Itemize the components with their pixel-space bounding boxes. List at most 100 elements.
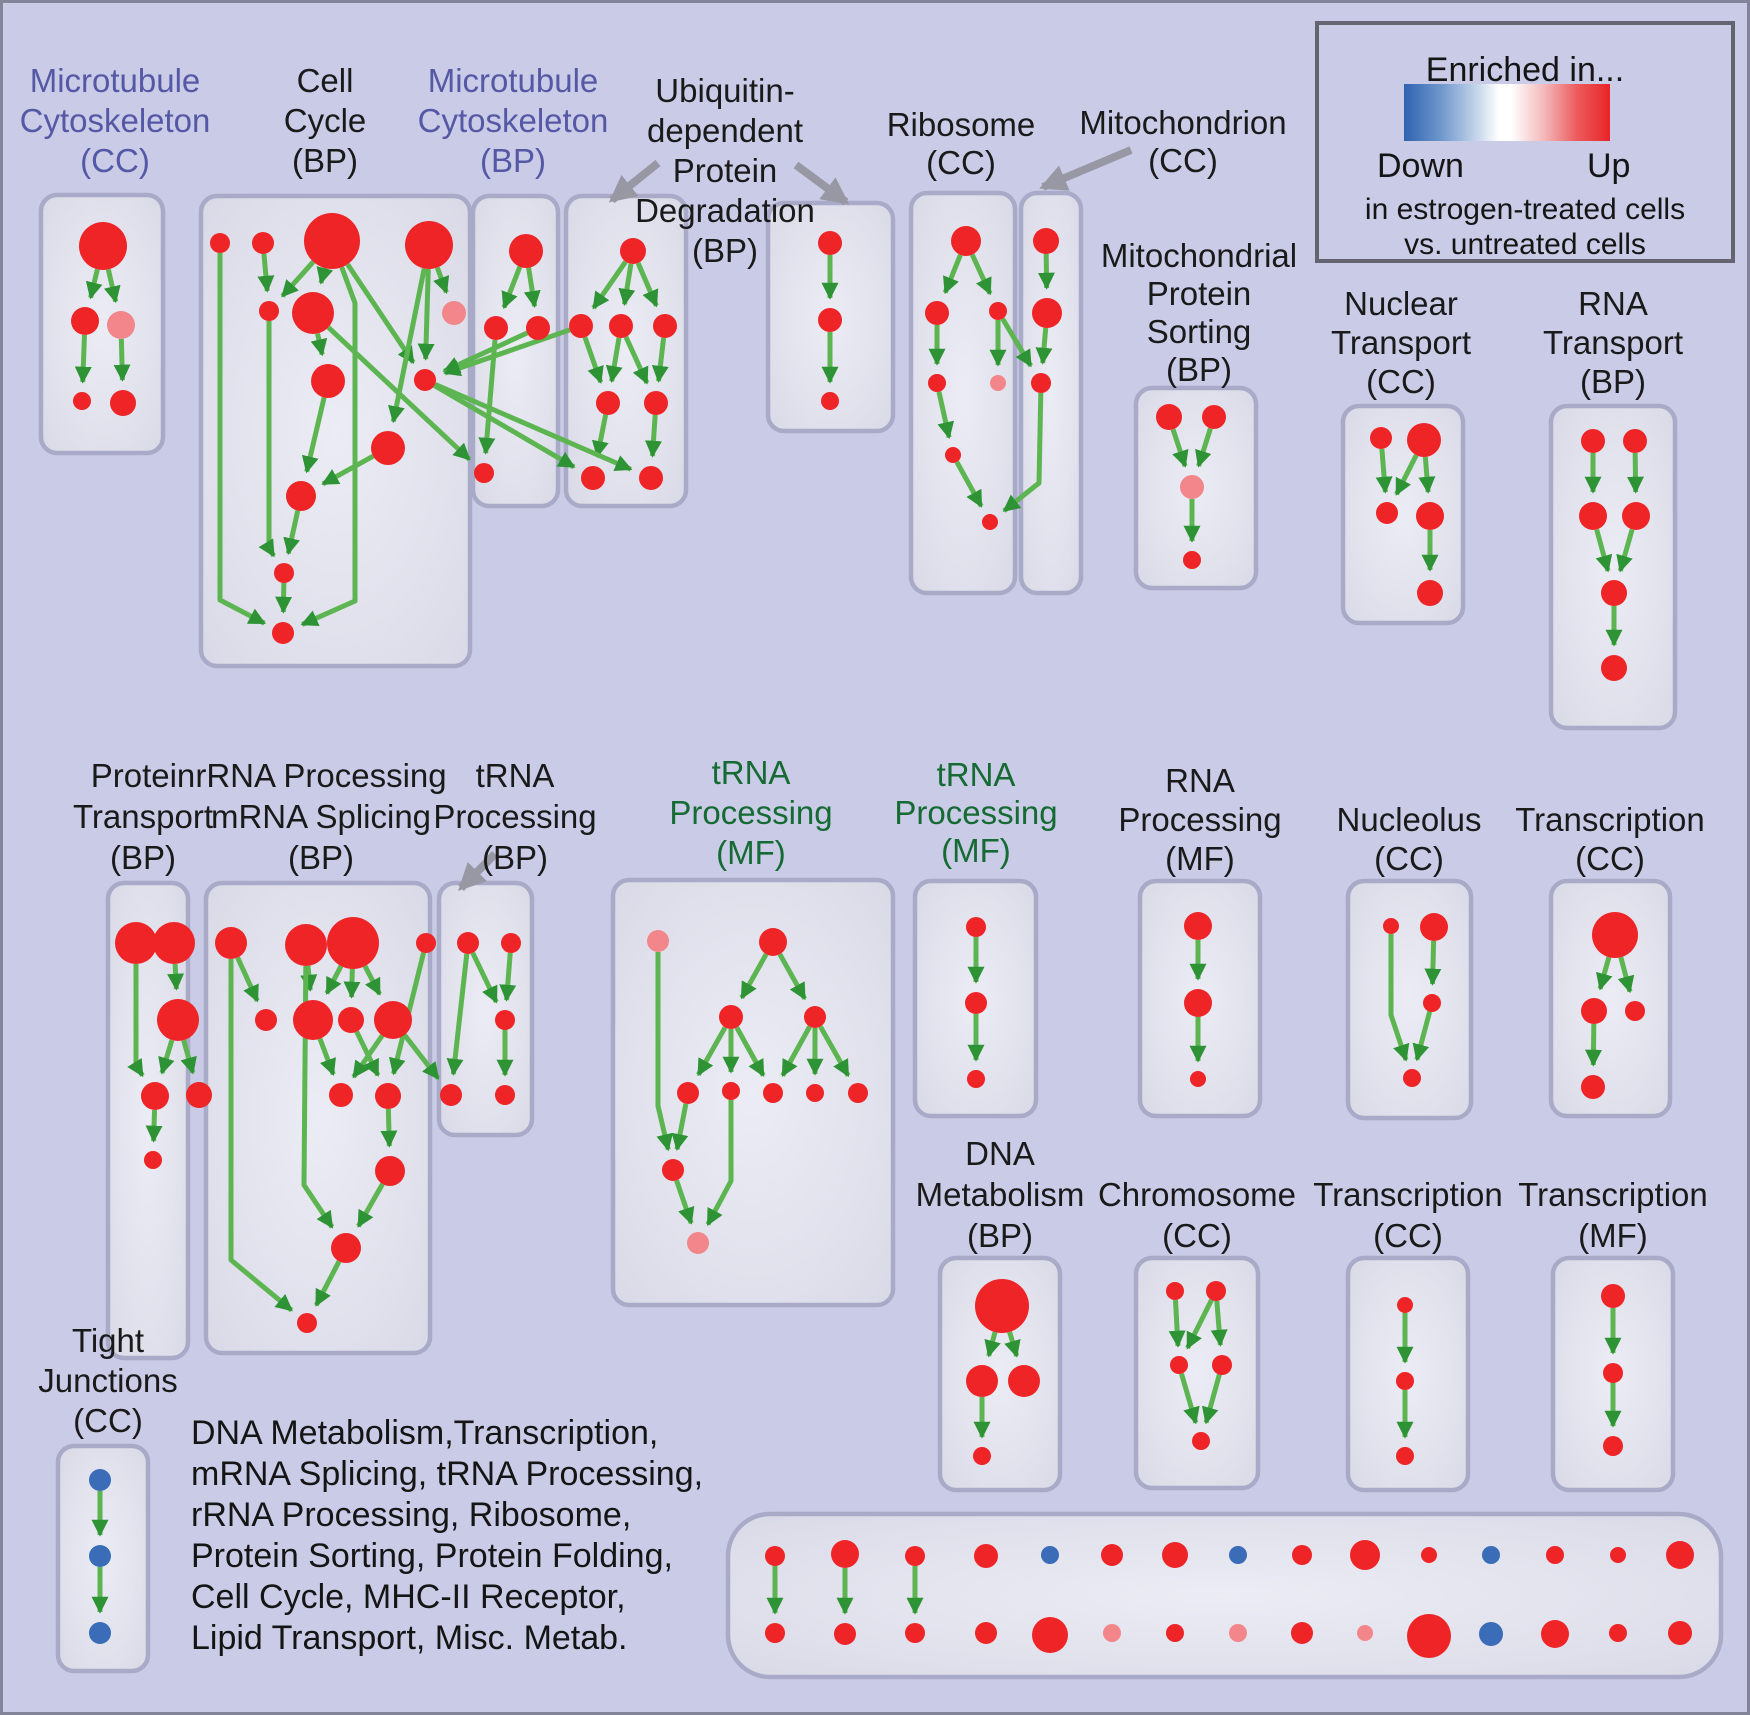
network-edge-cell-cycle-bp	[316, 266, 334, 285]
network-edge-protein-transport-bp	[127, 964, 145, 1077]
network-node-dna-metabolism-bp	[973, 1447, 991, 1465]
network-node-cell-cycle-bp	[272, 622, 294, 644]
network-edge-rrna-processing-mrna-splicing-bp	[228, 959, 294, 1313]
network-node-transcription-mf	[1603, 1363, 1623, 1383]
network-node-shared-terms	[905, 1546, 925, 1566]
network-node-cell-cycle-bp	[210, 233, 230, 253]
color-legend: Enriched in... Down Up in estrogen-treat…	[1315, 21, 1735, 263]
cluster-box-dna-metabolism-bp	[937, 1255, 1063, 1493]
network-edge-ribosome-cc	[969, 253, 993, 296]
network-node-shared-terms	[1479, 1622, 1503, 1646]
network-node-shared-terms	[765, 1546, 785, 1566]
network-edge-ubiquitin-dependent-protein-degradation-bp	[582, 336, 604, 384]
network-edge-trna-processing-bp	[446, 953, 470, 1076]
network-node-ribosome-cc	[951, 226, 981, 256]
network-edge-trna-processing-mf-a	[696, 1026, 728, 1077]
network-node-transcription-cc-b	[1396, 1447, 1414, 1465]
network-edge-ubiquitin-dependent-protein-degradation-bp	[645, 414, 662, 458]
network-node-ubiquitin-dependent-protein-degradation-bp	[569, 314, 593, 338]
cluster-box-microtubule-cytoskeleton-cc	[38, 192, 166, 456]
network-node-microtubule-cytoskeleton-bp	[526, 316, 550, 340]
network-node-rrna-processing-mrna-splicing-bp	[215, 927, 247, 959]
network-node-cell-cycle-bp	[252, 232, 274, 254]
label-pointer-arrow	[1039, 146, 1133, 191]
network-node-mitochondrion-cc	[1033, 228, 1059, 254]
network-node-shared-terms	[1546, 1546, 1564, 1564]
network-edge-ribosome-cc	[936, 391, 955, 440]
legend-title: Enriched in...	[1425, 51, 1625, 89]
network-node-transcription-mf	[1603, 1436, 1623, 1456]
network-node-ribosome-cc	[989, 302, 1007, 320]
network-node-shared-terms	[1407, 1614, 1451, 1658]
network-node-mitochondrial-protein-sorting-bp	[1156, 404, 1182, 430]
network-node-trna-processing-mf-b	[965, 992, 987, 1014]
network-edge-ubiquitin-dependent-protein-degradation-bp	[651, 337, 669, 383]
network-node-shared-terms	[1229, 1624, 1247, 1642]
network-edge-protein-transport-bp	[180, 1039, 197, 1075]
misc-text-line: Protein Sorting, Protein Folding,	[191, 1537, 673, 1575]
network-node-shared-terms	[1291, 1622, 1313, 1644]
network-node-transcription-cc-b	[1396, 1372, 1414, 1390]
network-edge-cell-cycle-bp	[283, 510, 301, 556]
network-node-chromosome-cc	[1166, 1282, 1184, 1300]
network-edge-cell-cycle-bp	[301, 396, 327, 474]
network-edge-microtubule-cytoskeleton-cc	[85, 268, 103, 300]
network-edge-cell-cycle-bp	[280, 260, 316, 298]
network-node-dna-metabolism-bp	[966, 1365, 998, 1397]
cluster-box-rrna-processing-mrna-splicing-bp	[203, 880, 433, 1356]
network-edge-ribosome-cc	[954, 460, 984, 508]
network-node-trna-processing-mf-a	[677, 1082, 699, 1104]
network-edge-dna-metabolism-bp	[1004, 1331, 1021, 1358]
network-node-ubiquitin-dependent-protein-degradation-bp	[639, 466, 663, 490]
network-edge-mitochondrial-protein-sorting-bp	[1170, 428, 1189, 468]
network-node-rna-processing-mf	[1190, 1071, 1206, 1087]
network-node-cell-cycle-bp	[405, 221, 453, 269]
network-edge-transcription-cc-a	[1584, 1023, 1602, 1067]
legend-subtitle-2: vs. untreated cells	[1404, 228, 1646, 261]
network-node-rrna-processing-mrna-splicing-bp	[374, 1001, 412, 1039]
network-cross-edge	[433, 383, 576, 470]
network-node-ubiquitin-dependent-protein-degradation-bp	[609, 314, 633, 338]
network-node-rrna-processing-mrna-splicing-bp	[329, 1083, 353, 1107]
network-node-ubiquitin-dependent-protein-degradation-bp	[620, 238, 646, 264]
network-node-rna-processing-mf	[1184, 912, 1212, 940]
misc-text-line: Lipid Transport, Misc. Metab.	[191, 1619, 628, 1657]
network-node-mitochondrial-protein-sorting-bp	[1202, 405, 1226, 429]
network-node-shared-terms	[1610, 1547, 1626, 1563]
network-node-trna-processing-mf-a	[719, 1005, 743, 1029]
network-node-microtubule-cytoskeleton-cc	[79, 222, 127, 270]
network-edge-trna-processing-mf-a	[777, 952, 807, 1001]
network-node-ubiquitin-dependent-protein-degradation-bp	[596, 391, 620, 415]
network-edge-microtubule-cytoskeleton-bp	[523, 267, 541, 308]
network-node-trna-processing-mf-b	[966, 917, 986, 937]
network-edge-rrna-processing-mrna-splicing-bp	[380, 1108, 398, 1148]
network-node-ribosome-cc	[945, 447, 961, 463]
label-pointer-arrow	[608, 159, 661, 204]
network-edge-mitochondrial-protein-sorting-bp	[1195, 427, 1213, 468]
network-node-cell-cycle-bp	[304, 213, 360, 269]
network-edge-transcription-cc-a	[1617, 956, 1635, 994]
network-node-chromosome-cc	[1206, 1281, 1226, 1301]
network-node-nuclear-transport-cc	[1417, 580, 1443, 606]
network-edge-rrna-processing-mrna-splicing-bp	[300, 965, 318, 992]
network-node-cell-cycle-bp	[286, 481, 316, 511]
network-node-transcription-mf	[1601, 1284, 1625, 1308]
network-node-protein-transport-bp	[144, 1151, 162, 1169]
network-edge-trna-processing-bp	[470, 951, 499, 1004]
network-edge-chromosome-cc	[1185, 1298, 1214, 1350]
network-edge-rna-transport-bp	[1616, 528, 1635, 573]
network-node-protein-transport-bp	[141, 1082, 169, 1110]
network-node-rrna-processing-mrna-splicing-bp	[285, 924, 327, 966]
network-edge-cell-cycle-bp	[321, 454, 375, 487]
network-cross-edge	[1002, 392, 1044, 513]
network-node-rrna-processing-mrna-splicing-bp	[327, 917, 379, 969]
network-node-rrna-processing-mrna-splicing-bp	[331, 1233, 361, 1263]
network-node-nuclear-transport-cc	[1407, 423, 1441, 457]
label-pointer-arrow	[793, 161, 850, 206]
network-node-nucleolus-cc	[1420, 913, 1448, 941]
network-node-shared-terms	[1350, 1540, 1380, 1570]
network-edge-microtubule-cytoskeleton-cc	[74, 334, 92, 384]
network-node-rna-transport-bp	[1601, 655, 1627, 681]
network-node-trna-processing-bp	[440, 1084, 462, 1106]
network-edge-nuclear-transport-cc	[1375, 448, 1393, 494]
